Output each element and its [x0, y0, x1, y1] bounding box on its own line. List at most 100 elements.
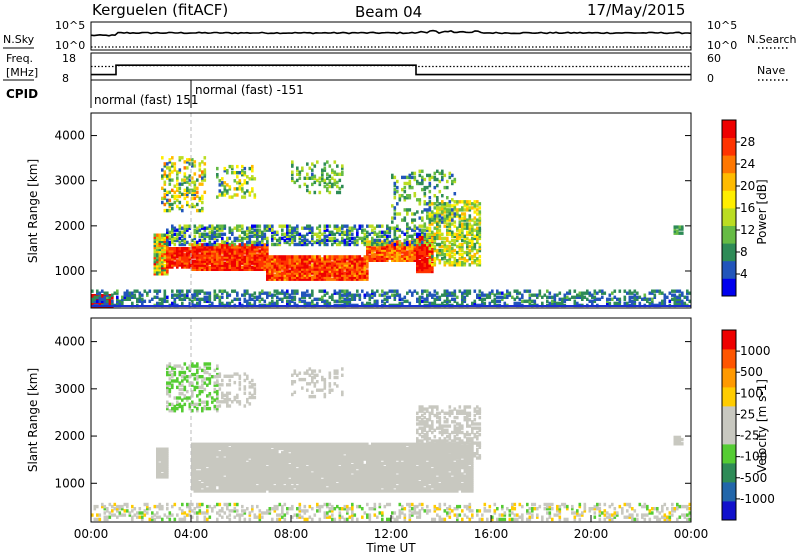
heatmap-cell — [153, 241, 157, 245]
heatmap-cell — [201, 238, 204, 243]
heatmap-cell — [156, 458, 159, 462]
heatmap-cell — [418, 513, 422, 517]
heatmap-cell — [418, 251, 422, 255]
heatmap-cell — [218, 459, 222, 463]
heatmap-cell — [218, 474, 222, 478]
heatmap-cell — [248, 517, 252, 522]
heatmap-cell — [411, 220, 414, 224]
heatmap-cell — [283, 269, 287, 273]
heatmap-cell — [578, 293, 582, 297]
heatmap-cell — [168, 198, 172, 203]
heatmap-cell — [238, 171, 242, 175]
heatmap-cell — [166, 451, 169, 456]
heatmap-cell — [431, 175, 434, 180]
heatmap-cell — [381, 250, 384, 254]
heatmap-cell — [228, 185, 232, 189]
heatmap-cell — [198, 265, 202, 269]
heatmap-cell — [226, 502, 229, 507]
heatmap-cell — [398, 252, 402, 256]
heatmap-cell — [338, 277, 342, 281]
heatmap-cell — [356, 504, 359, 509]
heatmap-cell — [333, 261, 337, 265]
heatmap-cell — [163, 249, 167, 254]
heatmap-cell — [233, 507, 237, 511]
heatmap-cell — [426, 261, 429, 266]
heatmap-cell — [471, 257, 474, 261]
heatmap-cell — [186, 160, 189, 164]
heatmap-cell — [193, 251, 197, 255]
heatmap-cell — [291, 267, 294, 271]
heatmap-cell — [478, 210, 482, 214]
heatmap-cell — [211, 230, 214, 234]
heatmap-cell — [636, 517, 639, 522]
heatmap-cell — [503, 301, 507, 306]
heatmap-cell — [276, 238, 279, 243]
heatmap-cell — [226, 295, 229, 299]
heatmap-cell — [271, 230, 274, 234]
heatmap-cell — [266, 238, 269, 243]
heatmap-cell — [451, 216, 454, 220]
heatmap-cell — [473, 242, 477, 247]
heatmap-cell — [318, 509, 322, 513]
heatmap-cell — [403, 250, 407, 254]
heatmap-cell — [166, 232, 169, 236]
heatmap-cell — [443, 204, 447, 208]
heatmap-cell — [266, 265, 269, 269]
heatmap-cell — [186, 265, 189, 269]
heatmap-cell — [198, 489, 202, 493]
heatmap-cell — [208, 444, 212, 449]
heatmap-cell — [256, 297, 259, 301]
heatmap-cell — [246, 255, 249, 259]
heatmap-cell — [171, 156, 174, 160]
heatmap-cell — [216, 517, 219, 522]
heatmap-cell — [448, 210, 452, 214]
heatmap-cell — [463, 200, 467, 204]
heatmap-cell — [408, 175, 412, 180]
heatmap-cell — [176, 228, 179, 232]
heatmap-cell — [348, 238, 352, 243]
heatmap-cell — [208, 265, 212, 269]
heatmap-cell — [163, 164, 167, 168]
heatmap-cell — [441, 301, 444, 306]
heatmap-cell — [633, 297, 637, 301]
heatmap-cell — [418, 228, 422, 232]
heatmap-cell — [343, 293, 347, 297]
heatmap-cell — [411, 250, 414, 254]
heatmap-cell — [471, 301, 474, 306]
heatmap-cell — [428, 259, 432, 263]
heatmap-cell — [228, 255, 232, 259]
heatmap-cell — [443, 248, 447, 253]
heatmap-cell — [526, 509, 529, 513]
heatmap-cell — [428, 232, 432, 236]
heatmap-cell — [606, 515, 609, 519]
heatmap-cell — [203, 474, 207, 478]
heatmap-cell — [453, 291, 457, 295]
heatmap-cell — [238, 181, 242, 185]
heatmap-cell — [288, 269, 292, 273]
heatmap-cell — [386, 502, 389, 507]
heatmap-cell — [278, 513, 282, 517]
heatmap-cell — [123, 502, 127, 507]
heatmap-cell — [676, 301, 679, 306]
heatmap-cell — [138, 297, 142, 301]
heatmap-cell — [363, 228, 367, 232]
heatmap-cell — [248, 177, 252, 181]
heatmap-cell — [276, 504, 279, 509]
heatmap-cell — [268, 291, 272, 295]
heatmap-cell — [198, 463, 202, 468]
heatmap-cell — [383, 256, 387, 260]
heatmap-cell — [176, 170, 179, 174]
heatmap-cell — [261, 259, 264, 263]
heatmap-cell — [188, 504, 192, 509]
heatmap-cell — [423, 208, 427, 212]
heatmap-cell — [326, 301, 329, 306]
heatmap-cell — [341, 230, 344, 234]
heatmap-cell — [346, 242, 349, 247]
heatmap-cell — [228, 517, 232, 522]
heatmap-cell — [386, 250, 389, 254]
heatmap-cell — [178, 261, 182, 265]
heatmap-cell — [241, 245, 244, 249]
heatmap-cell — [196, 265, 199, 269]
heatmap-cell — [178, 194, 182, 199]
heatmap-cell — [266, 293, 269, 297]
